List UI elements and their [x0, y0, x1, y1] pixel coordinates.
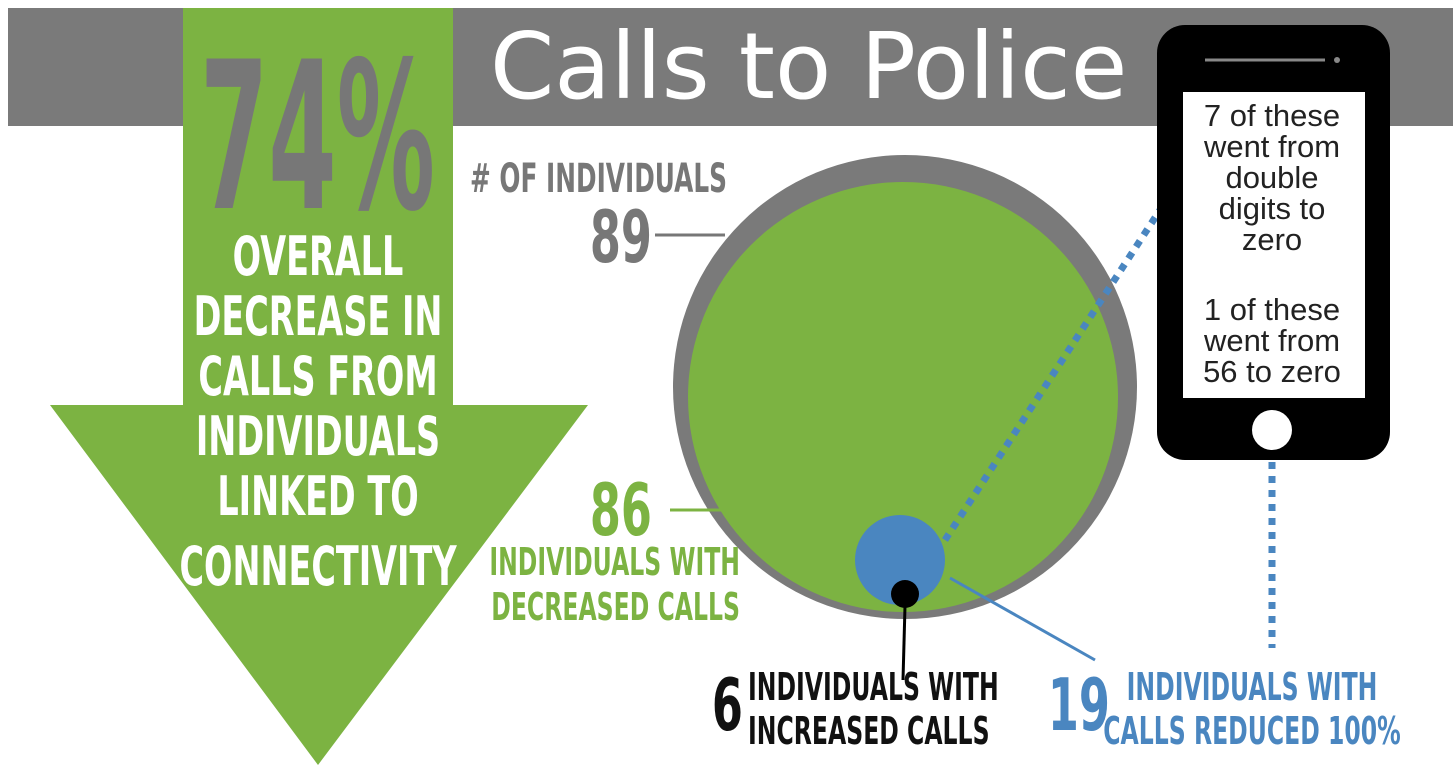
total-number-group: 89 [590, 196, 652, 280]
decreased-circle [688, 182, 1118, 612]
stat-line: OVERALL [233, 225, 404, 289]
reduced-circle [855, 515, 945, 605]
reduced-number-group: 19 [1048, 664, 1110, 748]
phone-note: digits to [1219, 191, 1326, 226]
stat-line-group: DECREASE IN [194, 285, 443, 349]
phone-camera [1334, 57, 1340, 63]
phone-note: went from [1203, 129, 1340, 164]
reduced-number: 19 [1048, 664, 1110, 748]
reduced-label-group: CALLS REDUCED 100% [1103, 710, 1401, 753]
phone-button [1252, 410, 1292, 450]
axis-label: # OF INDIVIDUALS [470, 155, 727, 202]
stat-line-group: INDIVIDUALS [196, 405, 440, 469]
stat-line: CONNECTIVITY [179, 535, 456, 599]
phone-note: double [1225, 160, 1318, 195]
decreased-number-group: 86 [590, 469, 652, 553]
decreased-label: DECREASED CALLS [491, 586, 740, 629]
stat-line: INDIVIDUALS [196, 405, 440, 469]
title: Calls to Police [490, 13, 1127, 120]
reduced-label: CALLS REDUCED 100% [1103, 710, 1401, 753]
total-number: 89 [590, 196, 652, 280]
phone-screen [1183, 92, 1365, 398]
phone-note: zero [1242, 222, 1302, 257]
decreased-number: 86 [590, 469, 652, 553]
phone-note: 1 of these [1204, 292, 1340, 327]
increased-label: INCREASED CALLS [748, 710, 990, 753]
increased-number: 6 [712, 664, 743, 748]
stat-line-group: CALLS FROM [198, 345, 437, 409]
increased-number-group: 6 [712, 664, 743, 748]
decreased-label-group: INDIVIDUALS WITH [489, 541, 740, 584]
stat-line: DECREASE IN [194, 285, 443, 349]
stat-line-group: LINKED TO [217, 465, 418, 529]
connector [949, 576, 1096, 662]
increased-label-group: INCREASED CALLS [748, 710, 990, 753]
phone-note: went from [1203, 323, 1340, 358]
axis-label-group: # OF INDIVIDUALS [470, 155, 727, 202]
reduced-label: INDIVIDUALS WITH [1127, 666, 1378, 709]
stat-line: LINKED TO [217, 465, 418, 529]
phone-note: 7 of these [1204, 98, 1340, 133]
phone-note: 56 to zero [1203, 354, 1341, 389]
increased-label-group: INDIVIDUALS WITH [748, 666, 999, 709]
down-arrow [50, 8, 588, 765]
connector [901, 605, 907, 681]
decreased-label-group: DECREASED CALLS [491, 586, 740, 629]
stat-line-group: CONNECTIVITY [179, 535, 456, 599]
reduced-label-group: INDIVIDUALS WITH [1127, 666, 1378, 709]
stat-value: 74% [200, 19, 435, 257]
stat-line: CALLS FROM [198, 345, 437, 409]
increased-label: INDIVIDUALS WITH [748, 666, 999, 709]
connector [942, 208, 1163, 542]
increased-circle [891, 580, 919, 608]
stat-line-group: OVERALL [233, 225, 404, 289]
decreased-label: INDIVIDUALS WITH [489, 541, 740, 584]
